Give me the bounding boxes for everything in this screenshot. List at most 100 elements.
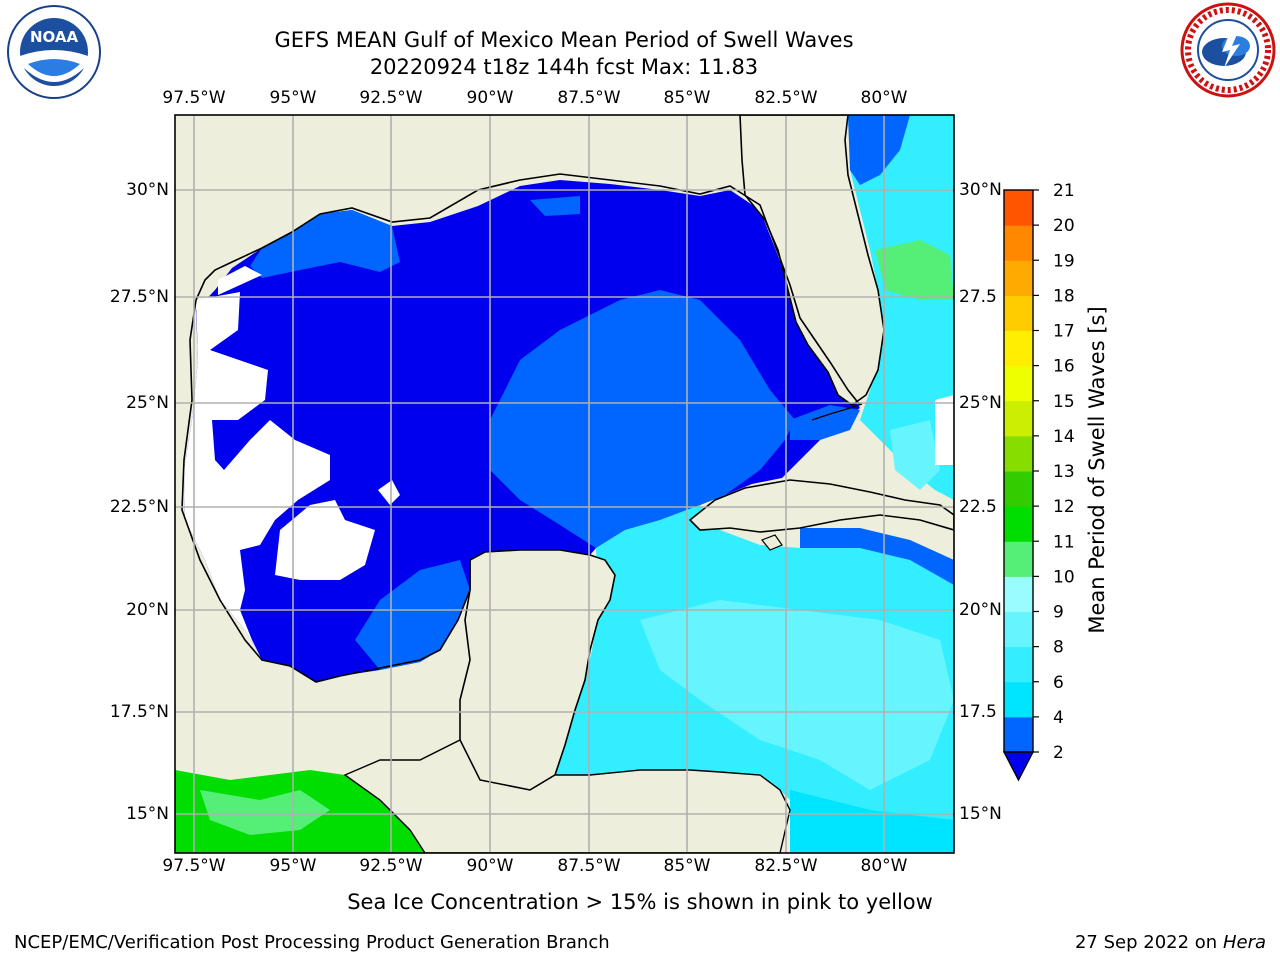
sea-ice-note: Sea Ice Concentration > 15% is shown in … [347, 890, 933, 914]
colorbar-band [1004, 611, 1033, 648]
lat-label-left: 22.5°N [109, 497, 169, 517]
atlantic-white-patch [935, 395, 954, 465]
map-plot-area [175, 115, 954, 853]
gulf-lightblue-1 [490, 290, 795, 548]
atlantic-deepblue [848, 115, 910, 185]
lon-label-bottom: 80°W [860, 856, 908, 876]
lat-label-right: 25°N [959, 393, 1002, 413]
colorbar-tick-label: 8 [1053, 638, 1064, 658]
isla-juventud [761, 534, 783, 551]
lat-label-left: 30°N [126, 180, 169, 200]
lat-label-left: 17.5°N [109, 702, 169, 722]
colorbar-band [1004, 295, 1033, 331]
colorbar-band [1004, 541, 1033, 577]
lat-label-right: 27.5 [959, 287, 997, 307]
colorbar-tick-label: 6 [1053, 673, 1064, 693]
lat-label-left: 27.5°N [109, 287, 169, 307]
lon-label-bottom: 92.5°W [359, 856, 423, 876]
florida-keys [811, 403, 863, 421]
colorbar-band [1004, 471, 1033, 507]
colorbar-tick-label: 20 [1053, 216, 1075, 236]
colorbar-label: Mean Period of Swell Waves [s] [1085, 306, 1109, 634]
atlantic-green [875, 240, 954, 300]
lon-label-top: 92.5°W [359, 88, 423, 108]
lon-label-bottom: 95°W [269, 856, 317, 876]
lon-label-top: 82.5°W [754, 88, 818, 108]
colorbar-band [1004, 365, 1033, 402]
nodata-patch-west [184, 292, 330, 660]
colorbar-band [1004, 506, 1033, 542]
caribbean-edge-blue [800, 528, 954, 585]
lat-label-left: 15°N [126, 804, 169, 824]
footer-date: 27 Sep 2022 on Hera [1075, 932, 1266, 953]
central-america-land [343, 739, 791, 853]
chart-title: GEFS MEAN Gulf of Mexico Mean Period of … [274, 28, 854, 52]
colorbar-tick-label: 2 [1053, 743, 1064, 763]
lat-label-right: 17.5 [959, 702, 997, 722]
lat-label-right: 22.5 [959, 497, 997, 517]
lon-label-bottom: 85°W [663, 856, 711, 876]
footer-credit: NCEP/EMC/Verification Post Processing Pr… [14, 932, 610, 953]
mexico-coastline [181, 299, 471, 683]
colorbar-tick-label: 9 [1053, 603, 1064, 623]
lon-label-top: 95°W [269, 88, 317, 108]
colorbar-tick-label: 15 [1053, 392, 1075, 412]
caribbean-south-strip [790, 790, 954, 853]
lon-label-top: 85°W [663, 88, 711, 108]
lat-label-left: 20°N [126, 600, 169, 620]
colorbar-tick-label: 16 [1053, 357, 1075, 377]
colorbar-tick-label: 13 [1053, 462, 1075, 482]
map-frame [174, 114, 955, 854]
caribbean-lighter [640, 600, 954, 790]
lon-label-top: 80°W [860, 88, 908, 108]
lon-label-top: 87.5°W [557, 88, 621, 108]
pacific-lighter [200, 790, 330, 835]
colorbar-band [1004, 330, 1033, 367]
nws-logo [1180, 2, 1276, 102]
lat-label-right: 20°N [959, 600, 1002, 620]
colorbar-band [1004, 681, 1033, 718]
nodata-patch-nw [218, 266, 262, 295]
bahamas-patch [890, 420, 940, 490]
colorbar-band [1004, 225, 1033, 261]
chart-subtitle: 20220924 t18z 144h fcst Max: 11.83 [369, 55, 759, 79]
colorbar-tick-label: 21 [1053, 181, 1075, 201]
straits-blue [790, 405, 860, 440]
colorbar-tick-label: 11 [1053, 532, 1075, 552]
lat-label-left: 25°N [126, 393, 169, 413]
colorbar-tick-label: 18 [1053, 286, 1075, 306]
colorbar-band [1004, 576, 1033, 612]
lon-label-top: 97.5°W [162, 88, 226, 108]
colorbar-band [1004, 646, 1033, 683]
colorbar-extend-triangle [1002, 751, 1035, 782]
colorbar-tick-label: 12 [1053, 497, 1075, 517]
colorbar-tick-label: 17 [1053, 322, 1075, 342]
lat-label-right: 15°N [959, 804, 1002, 824]
colorbar-tick-label: 14 [1053, 427, 1075, 447]
colorbar-tick-label: 19 [1053, 251, 1075, 271]
lon-label-bottom: 87.5°W [557, 856, 621, 876]
colorbar: 2 4 6 8 9 10 11 12 13 14 15 16 17 18 19 20 21 [1002, 181, 1075, 782]
footer-host: Hera [1222, 932, 1266, 953]
us-coastline [195, 173, 861, 406]
lon-label-bottom: 97.5°W [162, 856, 226, 876]
lat-label-right: 30°N [959, 180, 1002, 200]
map-gridlines [175, 115, 954, 853]
noaa-logo: NOAA [6, 4, 102, 104]
colorbar-tick-label: 10 [1053, 567, 1075, 587]
colorbar-band [1004, 260, 1033, 296]
colorbar-band [1004, 400, 1033, 437]
gulf-lightblue-3 [355, 560, 470, 670]
lon-label-top: 90°W [466, 88, 514, 108]
colorbar-band [1004, 190, 1033, 226]
lon-label-bottom: 82.5°W [754, 856, 818, 876]
footer-date-text: 27 Sep 2022 on [1074, 932, 1218, 953]
gulf-lightblue-4 [530, 196, 580, 216]
cuba-land [688, 479, 954, 533]
lon-label-bottom: 90°W [466, 856, 514, 876]
colorbar-band [1004, 435, 1033, 472]
nodata-patch-center [275, 500, 375, 580]
colorbar-tick-label: 4 [1053, 708, 1064, 728]
colorbar-band [1004, 716, 1033, 753]
